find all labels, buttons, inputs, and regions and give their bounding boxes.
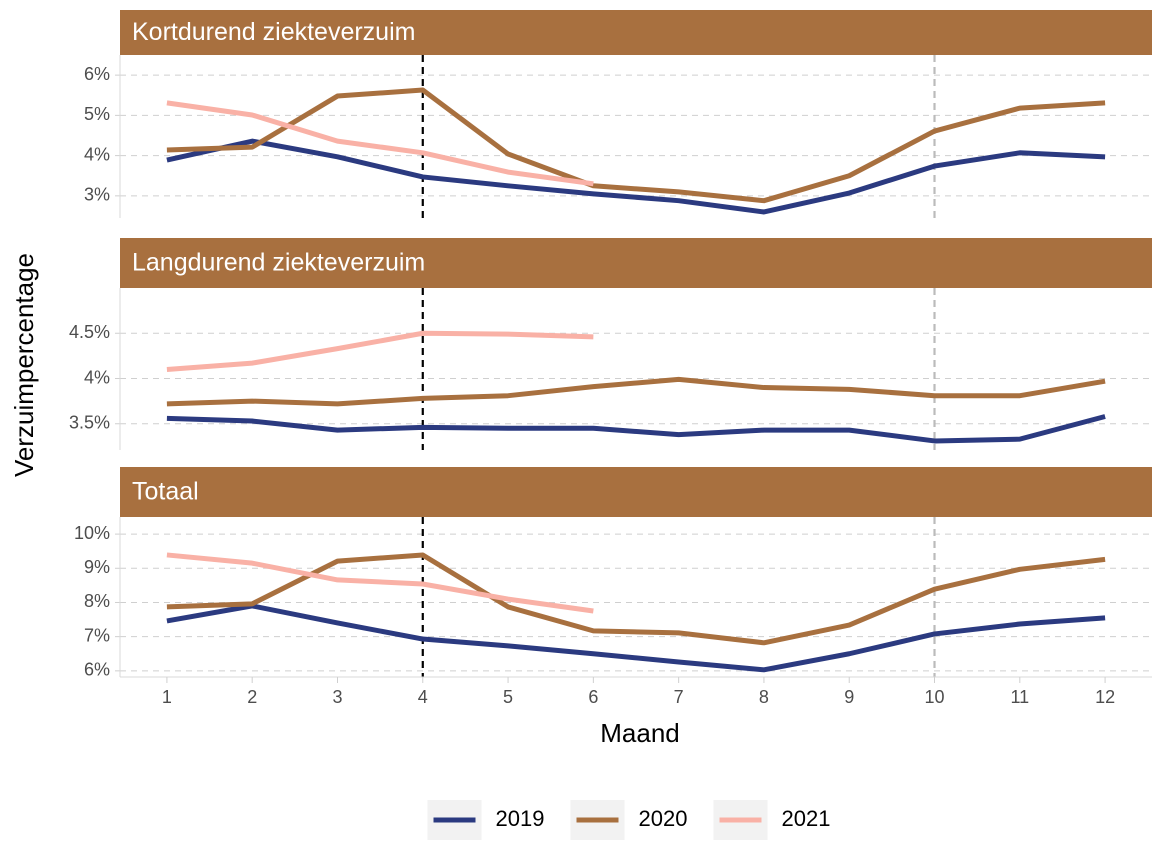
facet-title: Langdurend ziekteverzuim (132, 249, 425, 277)
series-line (166, 87, 1106, 204)
x-tick-label: 10 (924, 687, 944, 707)
x-tick-label: 2 (247, 687, 257, 707)
y-tick-label: 4.5% (69, 322, 110, 342)
y-tick-label: 3% (84, 185, 110, 205)
y-tick-label: 10% (74, 523, 110, 543)
facet-title: Kortdurend ziekteverzuim (132, 18, 415, 46)
series-line (166, 138, 1106, 215)
strip (120, 10, 1152, 55)
series-line (166, 603, 1106, 673)
x-tick-label: 11 (1010, 687, 1029, 707)
y-tick-label: 8% (84, 591, 110, 611)
y-tick-label: 4% (84, 367, 110, 387)
x-tick-label: 5 (503, 687, 513, 707)
y-tick-label: 9% (84, 557, 110, 577)
y-tick-label: 5% (84, 104, 110, 124)
legend-label: 2020 (639, 806, 688, 831)
series-line (166, 552, 1106, 646)
y-tick-label: 4% (84, 144, 110, 164)
facet-title: Totaal (132, 478, 199, 506)
y-axis-title: Verzuimpercentage (9, 253, 39, 477)
x-tick-label: 12 (1095, 687, 1115, 707)
series-line (166, 414, 1106, 444)
y-tick-label: 7% (84, 625, 110, 645)
y-tick-label: 3.5% (69, 413, 110, 433)
x-tick-label: 7 (674, 687, 684, 707)
x-tick-label: 6 (588, 687, 598, 707)
series-line (166, 376, 1106, 407)
x-tick-label: 4 (418, 687, 428, 707)
series-line (166, 552, 594, 614)
x-tick-label: 9 (844, 687, 854, 707)
x-tick-label: 3 (332, 687, 342, 707)
series-line (166, 100, 594, 187)
x-axis-title: Maand (600, 718, 680, 748)
strip (120, 238, 1152, 288)
x-tick-label: 8 (759, 687, 769, 707)
y-tick-label: 6% (84, 64, 110, 84)
series-line (166, 330, 594, 372)
y-tick-label: 6% (84, 660, 110, 680)
strip (120, 467, 1152, 517)
legend-label: 2021 (782, 806, 831, 831)
legend-label: 2019 (496, 806, 545, 831)
x-tick-label: 1 (162, 687, 172, 707)
